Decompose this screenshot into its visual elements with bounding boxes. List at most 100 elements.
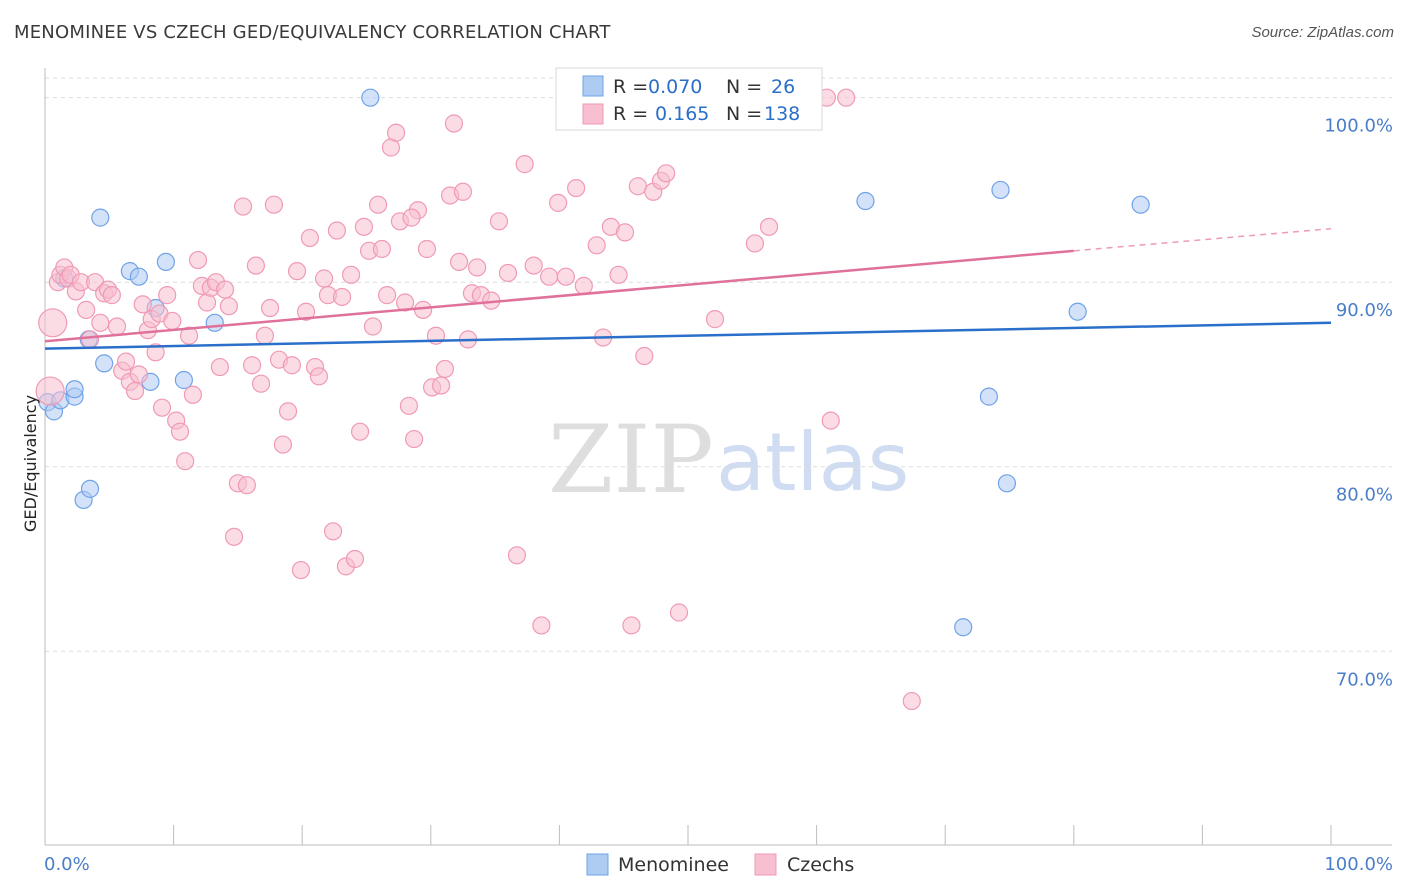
data-point [745,234,764,253]
data-point [417,239,437,259]
czechs-points [35,88,921,711]
data-point [80,479,100,498]
data-point [107,317,127,336]
y-tick-label: 80.0% [1336,485,1393,506]
bottom-legend-czechs: Czechs [787,854,854,876]
data-point [997,474,1017,493]
data-point [404,429,424,449]
data-point [219,297,238,316]
data-point [386,123,406,142]
data-point [435,359,455,379]
bottom-legend-swatch-czechs [754,853,777,876]
data-point [224,527,244,546]
data-point [669,603,689,622]
data-point [628,177,647,196]
data-point [1131,195,1150,214]
data-point [327,221,347,240]
bottom-legend-menominee: Menominee [618,854,729,876]
data-point [179,326,199,345]
data-point [372,239,392,259]
legend-swatch-menominee [582,75,604,97]
trend-line-menominee [44,321,1332,350]
legend-n-label-1: N = [726,76,762,98]
menominee-points [38,88,1150,637]
data-point [309,367,329,386]
data-point [80,330,100,349]
data-point [345,549,365,569]
data-point [170,422,190,441]
data-point [95,354,114,373]
data-point [152,398,172,417]
data-point [363,317,383,336]
data-point [609,265,628,284]
data-point [657,164,676,183]
data-point [395,293,415,312]
axes: 70.0% 80.0% 90.0% 100.0% 0.0% 100.0% [44,68,1393,875]
series-legend: Menominee Czechs [586,853,854,876]
x-tick-label-max: 100.0% [1324,854,1393,875]
data-point [291,560,311,580]
data-point [821,411,840,430]
stats-legend: R = 0.070 N = 26 R = 0.165 N = 138 [555,67,823,131]
data-point [856,191,875,211]
data-point [77,300,96,319]
data-point [467,258,487,277]
trend-line-czechs [44,249,1074,343]
data-point [622,616,641,635]
data-point [133,295,152,314]
data-point [176,452,195,471]
data-point [156,252,175,272]
data-point [163,311,182,331]
bottom-legend-swatch-menominee [586,853,609,876]
data-point [260,298,280,318]
data-point [255,326,275,345]
data-point [158,286,177,305]
data-point [125,381,145,401]
data-point [954,618,973,637]
data-point [278,402,298,421]
data-point [991,180,1010,200]
data-point [1068,302,1087,321]
data-point [444,114,464,133]
data-point [524,256,543,275]
data-point [287,262,307,281]
data-point [129,267,148,286]
data-point [453,182,473,201]
data-point [837,88,856,107]
data-point [759,217,779,236]
data-point [91,208,110,227]
data-point [902,691,921,711]
data-point [556,267,575,286]
data-point [413,300,433,319]
y-tick-label: 100.0% [1324,116,1393,137]
data-point [251,374,271,393]
trend-line-czechs-extension [1073,227,1332,252]
data-point [567,178,586,198]
data-point [979,387,999,406]
data-point [323,522,343,541]
legend-n-value-2: 138 [764,103,800,125]
y-axis-label: GED/Equivalency [21,395,40,532]
data-point [489,212,509,231]
trend-lines [44,227,1332,350]
legend-r-label-2: R = [613,103,648,125]
legend-r-value-2: 0.165 [655,103,709,125]
watermark-zip: ZIP [548,406,714,515]
data-point [431,376,451,395]
data-point [264,195,284,214]
data-point [38,308,68,338]
data-point [237,476,257,495]
data-point [402,208,421,227]
data-point [507,546,527,565]
watermark-atlas: atlas [716,416,909,509]
data-point [246,256,266,275]
data-point [233,197,253,216]
data-point [540,267,559,286]
data-point [332,287,352,307]
data-point [314,269,334,288]
data-point [215,280,235,299]
x-tick-label-min: 0.0% [44,854,90,875]
data-point [341,265,361,284]
chart-title: MENOMINEE VS CZECH GED/EQUIVALENCY CORRE… [14,22,611,43]
